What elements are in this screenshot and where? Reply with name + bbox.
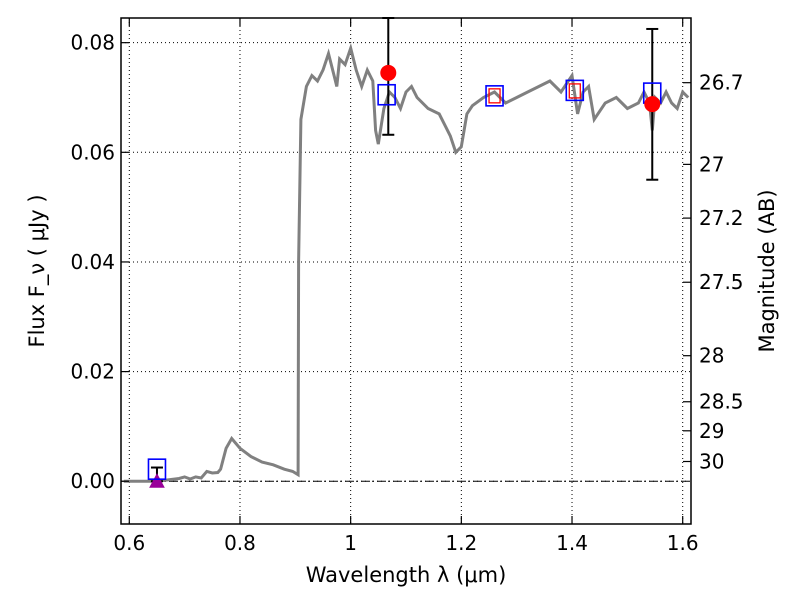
y-tick-label: 0.06 (70, 140, 115, 164)
x-axis-label: Wavelength λ (μm) (306, 563, 507, 587)
right-tick-label: 30 (699, 450, 724, 474)
right-tick-label: 27.2 (699, 206, 744, 230)
right-axis-label: Magnitude (AB) (755, 189, 779, 352)
x-tick-label: 1.6 (667, 531, 699, 555)
right-tick-label: 29 (699, 419, 724, 443)
model-spectrum-line (123, 42, 690, 483)
upper-limit-marker (149, 473, 165, 488)
x-tick-label: 0.6 (113, 531, 145, 555)
model-band-marker (565, 79, 585, 102)
right-tick-label: 26.7 (699, 71, 744, 95)
y-tick-label: 0.02 (70, 360, 115, 384)
observed-band-marker (488, 88, 501, 104)
observed-band-marker (568, 83, 581, 99)
plot-frame (120, 17, 692, 525)
x-tick-label: 1.2 (445, 531, 477, 555)
right-tick-label: 27 (699, 152, 724, 176)
y-tick-label: 0.00 (70, 469, 115, 493)
x-tick-label: 1.4 (556, 531, 588, 555)
observed-flux-marker (380, 64, 397, 81)
right-tick-label: 28 (699, 344, 724, 368)
right-tick-label: 28.5 (699, 390, 744, 414)
model-band-marker (377, 83, 396, 106)
model-band-marker (147, 458, 167, 480)
right-tick-label: 27.5 (699, 270, 744, 294)
model-band-marker (485, 85, 504, 107)
y-tick-label: 0.08 (70, 31, 115, 55)
observed-flux-marker (644, 96, 661, 113)
y-axis-ticks: 0.00 0.02 0.04 0.06 0.08 (70, 31, 129, 493)
y-axis-label: Flux F_ν ( μJy ) (25, 194, 50, 347)
x-axis-ticks: 0.6 0.8 1 1.2 1.4 1.6 (113, 18, 699, 555)
x-tick-label: 0.8 (224, 531, 256, 555)
data-markers (147, 17, 662, 488)
right-axis-ticks: 26.7 27 27.2 27.5 28 28.5 29 30 (683, 71, 744, 474)
x-tick-label: 1 (344, 531, 357, 555)
y-tick-label: 0.04 (70, 250, 115, 274)
